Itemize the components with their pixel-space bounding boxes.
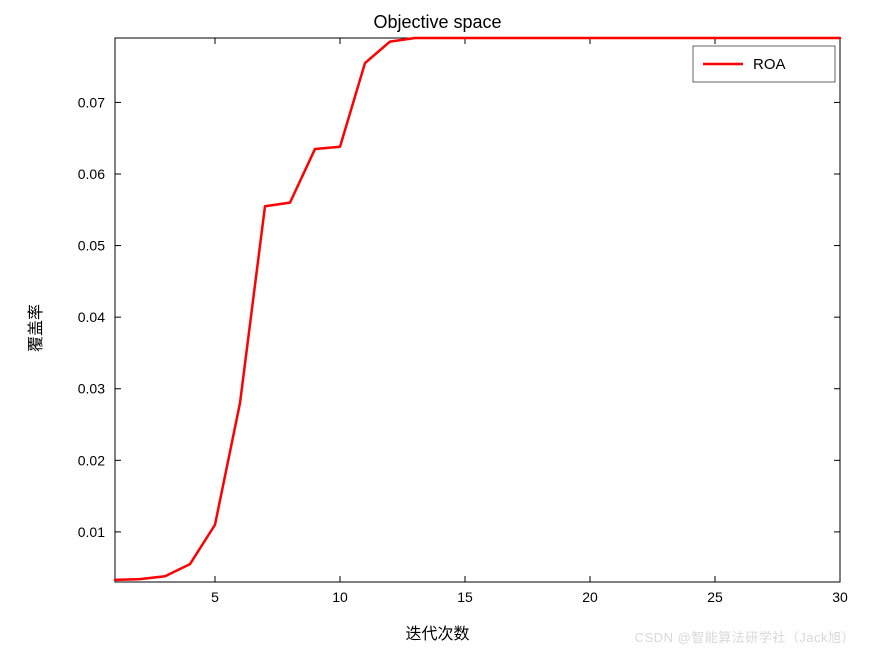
y-tick-label: 0.04	[78, 309, 105, 325]
y-tick-label: 0.03	[78, 381, 105, 397]
x-tick-label: 10	[332, 589, 348, 605]
chart-container: Objective space 覆盖率 迭代次数 510152025300.01…	[0, 0, 875, 656]
chart-svg: 5 10 15 20 25 30 0.01 0.02 0.03 0.04 0.05 0.06 0.07 R…	[0, 0, 875, 656]
plot-area	[115, 38, 840, 582]
x-tick-label: 5	[211, 589, 219, 605]
y-tick-label: 0.02	[78, 452, 105, 468]
x-tick-label: 25	[707, 589, 723, 605]
series-line-roa	[115, 38, 840, 580]
y-tick-label: 0.05	[78, 238, 105, 254]
watermark-text: CSDN @智能算法研学社（Jack旭）	[635, 627, 855, 646]
x-tick-label: 15	[457, 589, 473, 605]
x-tick-label: 30	[832, 589, 848, 605]
legend-label: ROA	[753, 56, 786, 73]
y-tick-label: 0.06	[78, 166, 105, 182]
y-tick-label: 0.01	[78, 524, 105, 540]
x-tick-label: 20	[582, 589, 598, 605]
y-tick-label: 0.07	[78, 94, 105, 110]
